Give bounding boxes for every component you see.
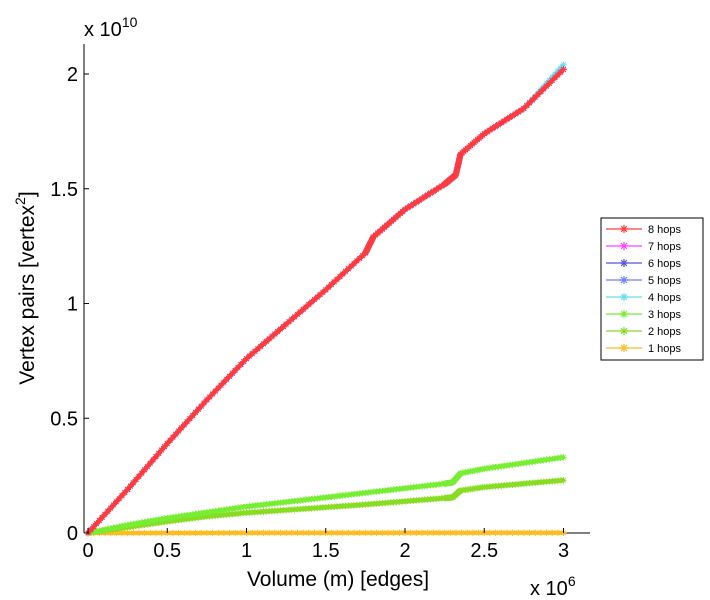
x-tick-label: 3 xyxy=(558,540,569,562)
x-tick-label: 0.5 xyxy=(153,540,181,562)
legend-label: 4 hops xyxy=(648,292,682,304)
x-axis-title: Volume (m) [edges] xyxy=(247,568,429,591)
series-line xyxy=(86,67,565,535)
y-tick-label: 0.5 xyxy=(50,408,78,430)
series-line xyxy=(86,67,565,535)
ticks-layer: 0 0.5 1 1.5 2 2.5 3 0 0.5 1 1.5 2 xyxy=(50,64,569,562)
legend-swatch-marker xyxy=(620,327,628,335)
series-line xyxy=(86,67,565,535)
legend-swatch-marker xyxy=(620,259,628,267)
x-tick-label: 0 xyxy=(82,540,93,562)
legend-label: 6 hops xyxy=(648,258,682,270)
series-4-hops xyxy=(84,61,567,537)
legend-item: 4 hops xyxy=(606,292,682,304)
series-line xyxy=(86,63,565,535)
legend-item: 7 hops xyxy=(606,241,682,253)
series-markers xyxy=(84,477,567,537)
series-layer xyxy=(84,61,567,537)
legend: 8 hops 7 hops 6 hops 5 hops 4 hops 3 hops 2 ho… xyxy=(600,217,704,361)
legend-swatch-marker xyxy=(620,344,628,352)
legend-swatch-marker xyxy=(620,276,628,284)
x-axis-exponent: x 106 xyxy=(530,573,576,600)
legend-box xyxy=(600,217,704,361)
series-2-hops xyxy=(84,477,567,537)
legend-swatch-marker xyxy=(620,310,628,318)
legend-swatch-marker xyxy=(620,293,628,301)
legend-label: 7 hops xyxy=(648,241,682,253)
x-tick-label: 1 xyxy=(241,540,252,562)
legend-item: 5 hops xyxy=(606,275,682,287)
legend-item: 6 hops xyxy=(606,258,682,270)
y-tick-label: 1 xyxy=(67,294,78,316)
y-tick-label: 1.5 xyxy=(50,179,78,201)
x-tick-label: 2 xyxy=(399,540,410,562)
legend-item: 3 hops xyxy=(606,309,682,321)
legend-label: 2 hops xyxy=(648,326,682,338)
legend-item: 2 hops xyxy=(606,326,682,338)
series-markers xyxy=(84,61,567,537)
y-axis-exponent: x 1010 xyxy=(84,14,138,41)
legend-label: 5 hops xyxy=(648,275,682,287)
legend-item: 1 hops xyxy=(606,343,682,355)
legend-swatch-marker xyxy=(620,242,628,250)
series-line xyxy=(86,67,565,535)
series-3-hops xyxy=(84,454,567,537)
legend-label: 8 hops xyxy=(648,224,682,236)
legend-swatch-marker xyxy=(620,225,628,233)
legend-label: 3 hops xyxy=(648,309,682,321)
legend-item: 8 hops xyxy=(606,224,682,236)
y-tick-label: 2 xyxy=(67,64,78,86)
legend-label: 1 hops xyxy=(648,343,682,355)
x-tick-label: 1.5 xyxy=(312,540,340,562)
y-tick-label: 0 xyxy=(67,523,78,545)
legend-items: 8 hops 7 hops 6 hops 5 hops 4 hops 3 hops 2 ho… xyxy=(606,224,682,355)
y-axis-title: Vertex pairs [vertex2] xyxy=(12,191,39,384)
x-tick-label: 2.5 xyxy=(470,540,498,562)
